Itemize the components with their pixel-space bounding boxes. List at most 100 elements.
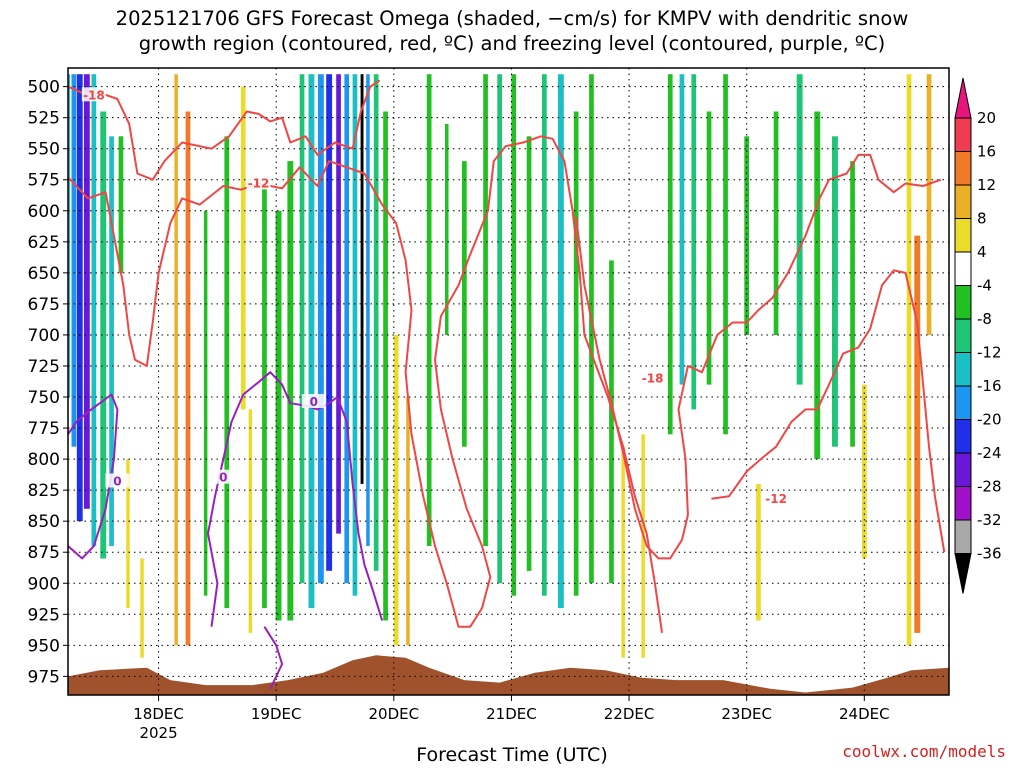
omega-column (76, 74, 83, 522)
omega-column (445, 123, 449, 336)
colorbar-label: 4 (977, 243, 987, 261)
dgz-contour (68, 79, 381, 181)
y-tick-label: 650 (28, 264, 60, 284)
contour-label: -12 (248, 176, 270, 190)
omega-column (406, 397, 410, 646)
colorbar-bin (954, 486, 972, 521)
omega-column (393, 334, 399, 646)
colorbar-label: -24 (977, 444, 1002, 462)
y-tick-label: 900 (28, 574, 60, 594)
omega-column (691, 74, 697, 410)
omega-column (483, 74, 488, 546)
x-tick-label: 22DEC (604, 705, 655, 723)
terrain-fill (68, 655, 949, 695)
omega-column (326, 74, 333, 571)
colorbar-bin (954, 385, 972, 420)
colorbar-under-arrow (954, 553, 972, 594)
y-tick-label: 525 (28, 109, 60, 129)
omega-column (589, 74, 594, 584)
contour-label-backdrop (105, 473, 130, 488)
omega-column (68, 74, 70, 397)
colorbar: 20 16 12 8 4 -4 -8 -12 -16 -20 -24 -28 -32 -36 (954, 77, 1002, 594)
omega-column (275, 210, 282, 621)
contour-label-backdrop (211, 469, 236, 484)
contour-label-backdrop (640, 370, 665, 385)
omega-column (862, 384, 867, 559)
omega-column (373, 74, 379, 571)
omega-column (850, 161, 855, 447)
y-tick-label: 925 (28, 605, 60, 625)
y-tick-label: 825 (28, 481, 60, 501)
colorbar-bin (954, 519, 972, 554)
omega-shading (68, 74, 932, 658)
omega-column (299, 74, 305, 584)
chart-title: 2025121706 GFS Forecast Omega (shaded, −… (0, 6, 1024, 56)
omega-column (557, 74, 564, 609)
x-tick-label: 24DEC (839, 705, 890, 723)
colorbar-label: -36 (977, 545, 1002, 563)
colorbar-bin (954, 251, 972, 286)
omega-column (621, 446, 625, 658)
omega-column (317, 74, 324, 584)
colorbar-label: 20 (977, 109, 996, 127)
colorbar-bin (954, 318, 972, 353)
freezing-level-contour (68, 393, 119, 560)
omega-column (542, 74, 547, 596)
colorbar-bin (954, 419, 972, 454)
y-tick-label: 875 (28, 543, 60, 563)
omega-column (140, 558, 144, 658)
terrain-profile (68, 655, 949, 695)
colorbar-over-arrow (954, 77, 972, 119)
dgz-contour (575, 153, 942, 560)
y-tick-label: 775 (28, 419, 60, 439)
x-tick-label: 21DEC (486, 705, 537, 723)
y-tick-label: 625 (28, 233, 60, 253)
x-tick-sublabel: 2025 (139, 724, 177, 742)
omega-column (832, 136, 838, 447)
colorbar-bin (954, 285, 972, 320)
omega-column (185, 111, 191, 646)
x-tick-label: 20DEC (369, 705, 420, 723)
omega-column (100, 111, 107, 559)
omega-column (240, 86, 246, 410)
y-tick-label: 575 (28, 171, 60, 191)
colorbar-label: 8 (977, 210, 987, 228)
omega-column (118, 136, 124, 273)
omega-column (426, 74, 432, 546)
omega-column (906, 74, 912, 646)
contour-label-backdrop (301, 393, 326, 408)
colorbar-bin (954, 184, 972, 219)
y-tick-label: 725 (28, 357, 60, 377)
y-tick-label: 675 (28, 295, 60, 315)
contour-label: -18 (642, 371, 664, 385)
omega-column (497, 74, 502, 584)
dgz-contour (68, 135, 663, 634)
omega-column (814, 111, 821, 460)
contour-label-backdrop (81, 87, 106, 102)
y-axis: 500 525 550 575 600 625 650 675 700 725 750 775 800 8… (28, 78, 68, 687)
omega-column (573, 111, 579, 596)
freezing-level-contour (207, 371, 384, 627)
colorbar-bin (954, 151, 972, 186)
contour-label-backdrop (764, 490, 789, 505)
y-tick-label: 750 (28, 388, 60, 408)
y-tick-label: 600 (28, 202, 60, 222)
contour-label: 0 (113, 474, 121, 488)
freezing-level-contour (263, 626, 284, 690)
y-tick-label: 550 (28, 140, 60, 160)
x-tick-label: 23DEC (721, 705, 772, 723)
omega-column (262, 186, 267, 609)
omega-column (756, 483, 761, 621)
y-tick-label: 850 (28, 512, 60, 532)
omega-column (224, 136, 230, 609)
dgz-contour (711, 269, 946, 553)
omega-column (679, 74, 685, 385)
contours: 0 0 0 -18 -12 -18 -12 (68, 79, 946, 690)
omega-column (91, 74, 97, 546)
chart-title-line-2: growth region (contoured, red, ºC) and f… (138, 32, 886, 55)
plot-frame (67, 67, 950, 696)
contour-label-backdrop (246, 175, 271, 190)
x-tick-label: 19DEC (251, 705, 302, 723)
omega-column (914, 235, 921, 633)
colorbar-label: 16 (977, 143, 996, 161)
